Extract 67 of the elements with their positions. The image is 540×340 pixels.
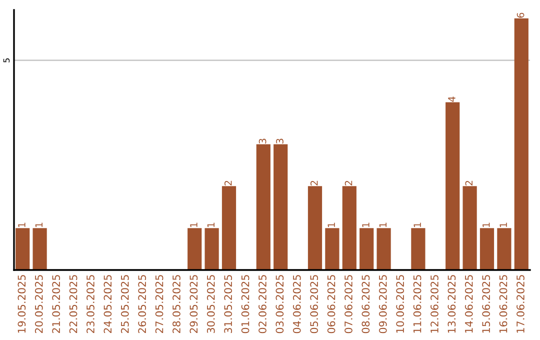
x-tick-label: 01.06.2025 (241, 275, 250, 334)
x-tick-label: 25.05.2025 (120, 275, 129, 334)
y-tick-label: 5 (3, 58, 10, 62)
bar (188, 228, 202, 270)
x-tick-label: 30.05.2025 (206, 275, 215, 334)
x-tick-label: 05.06.2025 (310, 275, 318, 334)
x-tick-label: 16.06.2025 (499, 275, 508, 333)
data-label: 1 (207, 222, 214, 227)
data-label: 1 (414, 222, 421, 227)
bar (16, 228, 30, 270)
bar (446, 102, 460, 270)
data-label: 6 (516, 12, 524, 18)
data-label: 4 (448, 96, 456, 102)
data-label: 1 (379, 222, 386, 227)
x-tick-label: 12.06.2025 (430, 275, 438, 333)
data-label: 2 (344, 180, 352, 186)
x-tick-label: 13.06.2025 (448, 275, 456, 333)
bar (274, 144, 288, 270)
data-label: 3 (258, 138, 266, 144)
x-tick-label: 28.05.2025 (172, 275, 180, 334)
data-label: 2 (465, 180, 472, 186)
bar (514, 18, 528, 270)
x-tick-label: 27.05.2025 (155, 275, 164, 334)
bar (32, 228, 47, 270)
x-tick-label: 20.05.2025 (34, 275, 43, 334)
x-tick-label: 21.05.2025 (52, 275, 60, 334)
bar (222, 186, 236, 270)
x-tick-label: 24.05.2025 (104, 275, 112, 334)
x-tick-label: 08.06.2025 (362, 275, 370, 334)
x-tick-label: 14.06.2025 (464, 275, 473, 333)
bar (497, 228, 512, 270)
x-tick-label: 03.06.2025 (276, 275, 284, 334)
x-tick-label: 17.06.2025 (516, 275, 524, 333)
data-label: 2 (224, 180, 232, 186)
data-label: 3 (276, 138, 284, 144)
bar (256, 144, 270, 270)
x-tick-label: 22.05.2025 (69, 275, 78, 334)
bar (325, 228, 340, 270)
bar (480, 228, 494, 270)
x-tick-label: 02.06.2025 (258, 275, 266, 334)
data-label: 1 (328, 222, 335, 227)
data-label: 1 (362, 222, 370, 227)
data-label: 1 (500, 222, 507, 227)
data-label: 1 (482, 222, 490, 227)
x-tick-label: 31.05.2025 (224, 275, 232, 334)
x-tick-label: 07.06.2025 (344, 275, 352, 334)
x-tick-label: 06.06.2025 (327, 275, 336, 334)
bar (342, 186, 356, 270)
x-tick-label: 19.05.2025 (18, 275, 26, 333)
x-tick-label: 23.05.2025 (86, 275, 94, 334)
bar (376, 228, 391, 270)
x-tick-label: 11.06.2025 (413, 275, 422, 333)
data-label: 1 (190, 222, 198, 227)
x-tick-label: 29.05.2025 (190, 275, 198, 334)
bar (204, 228, 219, 270)
x-tick-label: 10.06.2025 (396, 275, 404, 333)
data-label: 2 (310, 180, 318, 186)
x-tick-label: 04.06.2025 (292, 275, 301, 334)
x-tick-label: 09.06.2025 (378, 275, 387, 334)
bar (308, 186, 322, 270)
data-label: 1 (18, 222, 26, 227)
bar (462, 186, 477, 270)
bar (360, 228, 374, 270)
data-label: 1 (35, 222, 42, 227)
bar (411, 228, 426, 270)
x-tick-label: 26.05.2025 (138, 275, 146, 334)
x-tick-label: 15.06.2025 (482, 275, 490, 333)
